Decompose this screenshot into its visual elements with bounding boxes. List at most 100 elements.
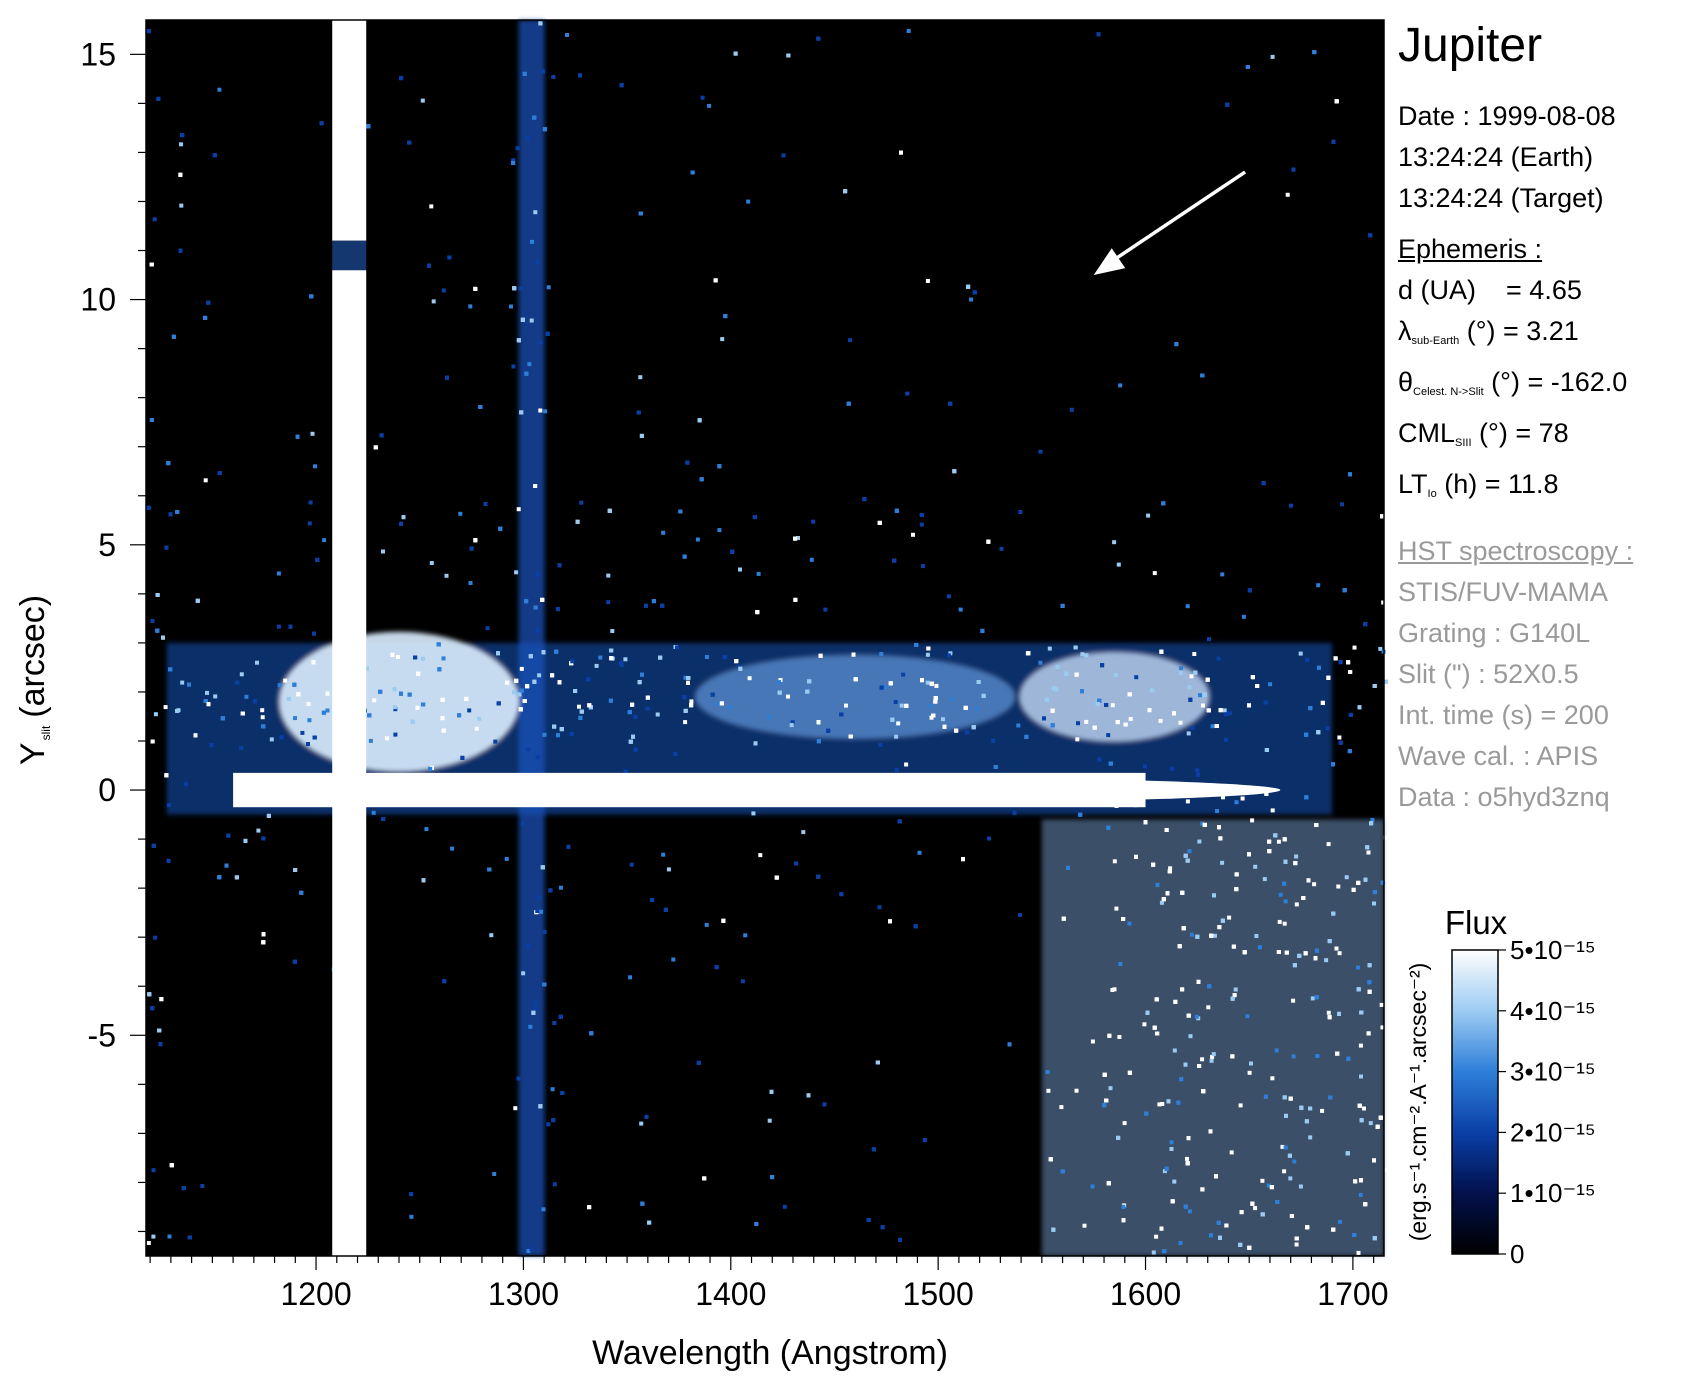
noise-pixel [851, 652, 856, 657]
noise-pixel [1266, 1183, 1271, 1188]
noise-pixel [647, 1220, 652, 1225]
noise-pixel [514, 570, 519, 575]
noise-pixel [217, 875, 222, 880]
date-line: Date : 1999-08-08 [1398, 101, 1616, 131]
noise-pixel [644, 603, 648, 608]
noise-pixel [545, 331, 550, 336]
noise-pixel [1202, 692, 1207, 697]
distance-label: d (UA) [1398, 275, 1477, 305]
noise-pixel [1338, 740, 1343, 745]
noise-pixel [525, 684, 530, 689]
noise-pixel [1313, 956, 1318, 961]
noise-pixel [713, 278, 718, 283]
y-axis-label-sub: slit [39, 725, 53, 740]
noise-pixel [286, 696, 291, 701]
noise-pixel [1379, 1002, 1384, 1007]
noise-pixel [1315, 1054, 1320, 1058]
noise-pixel [608, 698, 613, 703]
noise-pixel [1283, 1145, 1288, 1150]
noise-pixel [589, 1031, 594, 1036]
noise-pixel [1312, 882, 1317, 887]
noise-pixel [721, 918, 726, 923]
noise-pixel [420, 656, 425, 661]
noise-pixel [627, 710, 632, 715]
noise-pixel [447, 255, 452, 260]
noise-pixel [1170, 1199, 1175, 1204]
noise-pixel [1331, 1227, 1336, 1232]
noise-pixel [644, 1114, 649, 1119]
noise-pixel [801, 830, 806, 835]
noise-pixel [1106, 733, 1111, 738]
noise-pixel [1116, 1135, 1121, 1140]
noise-pixel [1250, 818, 1255, 823]
noise-pixel [541, 650, 546, 655]
noise-pixel [551, 1118, 556, 1123]
noise-pixel [683, 675, 688, 680]
noise-pixel [897, 819, 902, 824]
noise-pixel [1328, 1095, 1333, 1100]
noise-pixel [846, 401, 851, 406]
noise-pixel [1292, 963, 1297, 968]
noise-pixel [1241, 614, 1246, 619]
noise-pixel [661, 852, 666, 857]
noise-pixel [311, 660, 316, 665]
noise-pixel [1128, 717, 1133, 721]
noise-pixel [366, 124, 371, 129]
noise-pixel [421, 702, 426, 707]
noise-pixel [1069, 407, 1074, 412]
noise-pixel [1173, 999, 1178, 1004]
noise-pixel [368, 738, 373, 743]
noise-pixel [152, 217, 157, 222]
noise-pixel [1316, 583, 1321, 588]
noise-pixel [1038, 449, 1043, 454]
noise-pixel [1060, 603, 1065, 608]
noise-pixel [1123, 722, 1128, 727]
noise-pixel [1359, 1074, 1363, 1079]
noise-pixel [1127, 692, 1132, 697]
noise-pixel [904, 703, 909, 708]
noise-pixel [178, 248, 183, 253]
theta-value: (°) = -162.0 [1491, 367, 1628, 397]
noise-pixel [542, 982, 547, 987]
noise-pixel [651, 599, 656, 604]
noise-pixel [1080, 652, 1085, 657]
noise-pixel [440, 697, 445, 702]
noise-pixel [888, 681, 893, 686]
noise-pixel [293, 868, 298, 872]
noise-pixel [719, 701, 724, 706]
noise-pixel [492, 1172, 497, 1176]
noise-pixel [1152, 571, 1157, 576]
noise-pixel [260, 715, 265, 720]
noise-pixel [557, 680, 562, 685]
noise-pixel [1357, 1103, 1362, 1108]
noise-pixel [535, 628, 540, 633]
time-earth: 13:24:24 (Earth) [1398, 142, 1594, 172]
noise-pixel [778, 678, 783, 682]
noise-pixel [1121, 1218, 1126, 1223]
noise-pixel [1245, 65, 1250, 69]
noise-pixel [306, 742, 310, 746]
lt-label: LT [1398, 469, 1428, 499]
noise-pixel [450, 846, 455, 851]
noise-pixel [675, 645, 679, 650]
noise-pixel [516, 338, 521, 343]
noise-pixel [929, 715, 934, 720]
noise-pixel [496, 651, 500, 656]
noise-pixel [1270, 1076, 1275, 1081]
noise-pixel [805, 689, 810, 694]
noise-pixel [1273, 833, 1278, 838]
noise-pixel [899, 703, 904, 708]
noise-pixel [919, 522, 924, 527]
noise-pixel [740, 979, 745, 984]
noise-pixel [1207, 984, 1212, 989]
noise-pixel [1253, 1206, 1258, 1211]
noise-pixel [790, 720, 795, 725]
noise-pixel [220, 716, 225, 721]
noise-pixel [1334, 946, 1339, 951]
grating: Grating : G140L [1398, 618, 1591, 648]
noise-pixel [1326, 675, 1331, 680]
noise-pixel [526, 747, 531, 752]
noise-pixel [565, 33, 569, 37]
noise-pixel [156, 96, 161, 101]
noise-pixel [378, 689, 383, 694]
